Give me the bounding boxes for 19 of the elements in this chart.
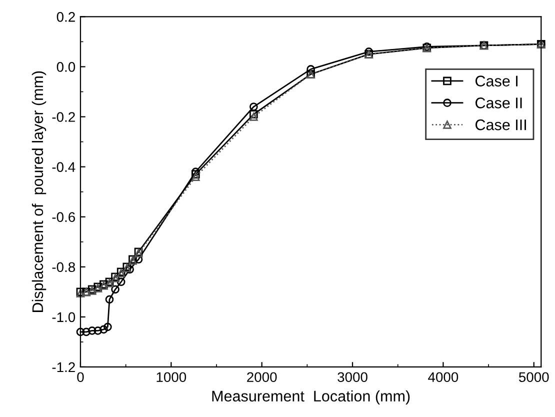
x-tick-label: 5000 <box>518 372 549 382</box>
x-tick-label: 2000 <box>247 372 277 382</box>
x-tick-label: 4000 <box>428 372 458 382</box>
y-tick-label: -1.0 <box>52 312 76 322</box>
x-tick-label: 0 <box>77 372 84 382</box>
x-axis-title: Measurement Location (mm) <box>212 390 410 405</box>
legend-label: Case III <box>476 119 526 130</box>
x-tick-label: 1000 <box>156 372 186 382</box>
y-tick-label: 0.2 <box>56 12 75 22</box>
y-tick-label: -1.2 <box>52 362 75 372</box>
y-tick-label: -0.6 <box>52 212 76 222</box>
y-axis-title: Displacement of poured layer (mm) <box>32 71 46 312</box>
y-tick-label: 0.0 <box>56 62 76 72</box>
legend-label: Case II <box>476 98 522 108</box>
x-tick-label: 3000 <box>338 372 368 382</box>
legend-label: Case I <box>476 76 518 86</box>
y-tick-label: -0.2 <box>52 112 75 122</box>
y-tick-label: -0.8 <box>52 262 76 272</box>
y-tick-label: -0.4 <box>52 162 76 172</box>
